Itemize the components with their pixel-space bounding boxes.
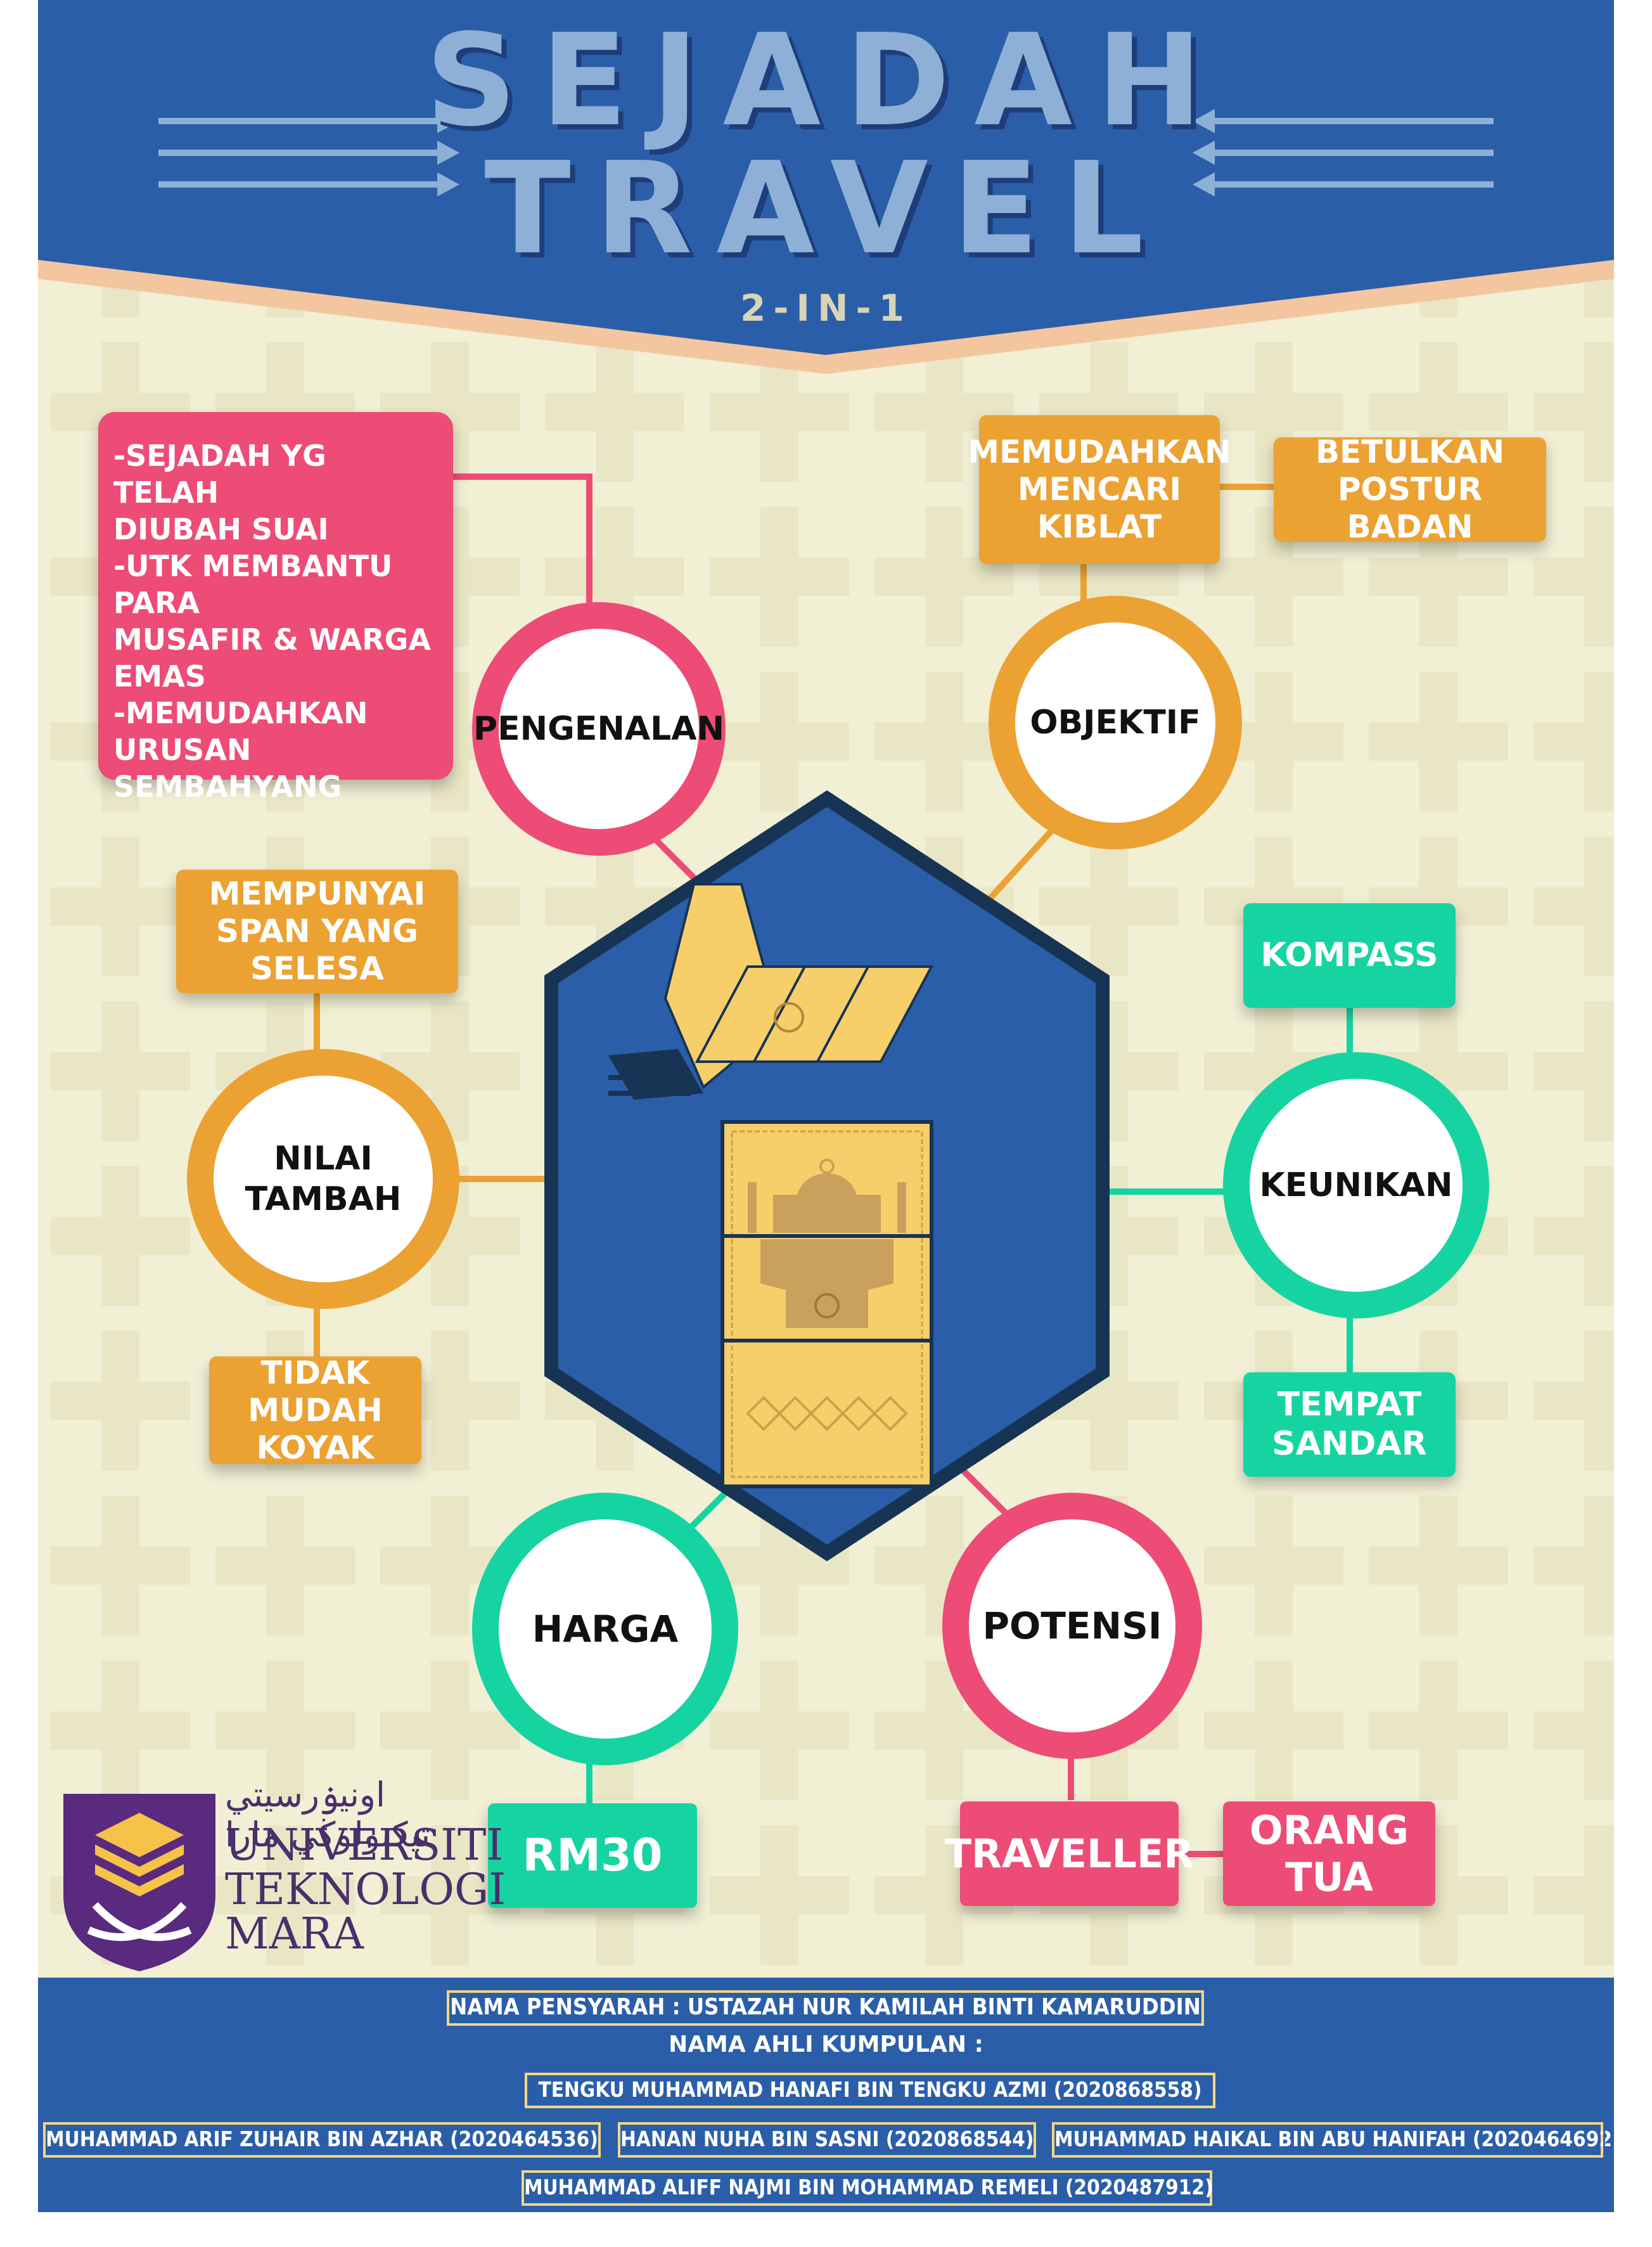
objektif-item-kiblat: MEMUDAHKAN MENCARI KIBLAT [968,415,1231,564]
subtitle: 2-IN-1 [740,287,912,330]
product-hexagon [544,790,1110,1562]
title-sejadah: SEJADAH [425,7,1227,155]
nilai-tambah-item-koyak: TIDAK MUDAH KOYAK [209,1355,421,1466]
keunikan-item-kompass: KOMPASS [1243,903,1456,1008]
uitm-name-line2: TEKNOLOGI [225,1865,506,1915]
objektif-item-postur: BETULKAN POSTUR BADAN [1274,434,1546,545]
lecturer-name: NAMA PENSYARAH : USTAZAH NUR KAMILAH BIN… [445,1988,1206,2028]
member-name: HANAN NUHA BIN SASNI (2020868544) [616,2120,1038,2160]
pengenalan-line: DIUBAH SUAI [113,512,329,546]
pengenalan-circle: PENGENALAN [472,602,726,856]
credits-footer [38,1978,1614,2212]
pengenalan-line: -MEMUDAHKAN URUSAN [113,696,368,767]
nilai-tambah-item-span: MEMPUNYAI SPAN YANG SELESA [176,870,458,993]
uitm-name-line1: UNIVERSITI [225,1820,504,1870]
uitm-crest-icon [63,1794,215,1971]
keunikan-item-sandar: TEMPAT SANDAR [1243,1372,1456,1477]
member-name: MUHAMMAD ARIF ZUHAIR BIN AZHAR (20204645… [41,2120,603,2160]
pengenalan-line: SEMBAHYANG [113,769,342,804]
objektif-circle: OBJEKTIF [989,596,1242,849]
potensi-circle: POTENSI [942,1493,1202,1759]
pengenalan-info-box: -SEJADAH YG TELAH DIUBAH SUAI -UTK MEMBA… [98,412,453,804]
pengenalan-line: -SEJADAH YG TELAH [113,439,326,510]
group-heading: NAMA AHLI KUMPULAN : [669,2031,983,2057]
folded-mat-icon [608,883,934,1100]
nilai-tambah-circle: NILAI TAMBAH [187,1049,459,1309]
pengenalan-line: MUSAFIR & WARGA EMAS [113,622,432,693]
uitm-name-line3: MARA [225,1909,364,1959]
pengenalan-line: -UTK MEMBANTU PARA [113,549,393,620]
potensi-item-traveller: TRAVELLER [945,1801,1194,1906]
potensi-item-orang-tua: ORANG TUA [1223,1801,1435,1906]
member-name: MUHAMMAD HAIKAL BIN ABU HANIFAH (2020464… [1050,2120,1621,2160]
header-banner [38,0,1614,374]
prayer-mat-icon [720,1120,933,1488]
right-arrows-icon [1193,109,1494,196]
harga-circle: HARGA [472,1493,738,1765]
member-name: MUHAMMAD ALIFF NAJMI BIN MOHAMMAD REMELI… [520,2168,1214,2208]
uitm-jawi-text: اونيۏرسيتي تيكنولوڬي مارا [225,1775,431,1855]
left-arrows-icon [158,109,459,196]
member-name: TENGKU MUHAMMAD HANAFI BIN TENGKU AZMI (… [523,2071,1217,2110]
harga-value-box: RM30 [488,1803,697,1908]
keunikan-circle: KEUNIKAN [1223,1052,1489,1318]
title-travel: TRAVEL [484,135,1168,283]
